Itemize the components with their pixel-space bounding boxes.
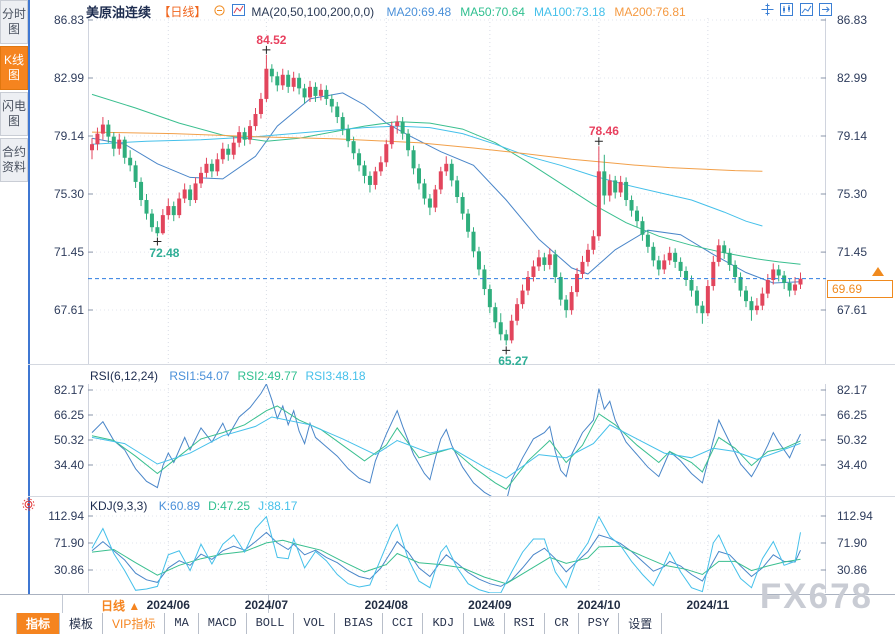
y-axis-label: 66.25: [53, 407, 84, 422]
kdj-value: K:60.89: [158, 499, 201, 513]
y-axis-label: 71.90: [837, 536, 868, 550]
y-axis-label: 71.45: [837, 245, 868, 260]
watermark: FX678: [759, 577, 873, 616]
ma-value: MA20:69.48: [386, 4, 452, 19]
y-axis-label: 82.99: [837, 70, 868, 85]
rsi-title: RSI(6,12,24): [90, 369, 159, 383]
y-axis-label: 34.40: [837, 457, 868, 472]
tab-VIP指标[interactable]: VIP指标: [103, 613, 166, 634]
y-axis-label: 82.17: [53, 382, 84, 397]
tab-模板[interactable]: 模板: [60, 613, 104, 634]
tab-LW&[interactable]: LW&: [464, 613, 505, 634]
price-up-arrow-icon: [872, 266, 884, 276]
rsi-value: RSI2:49.77: [237, 369, 298, 383]
period-label: 【日线】: [158, 5, 207, 19]
x-axis-date-label: 2024/08: [364, 598, 408, 612]
y-axis-label: 112.94: [48, 509, 84, 523]
ma-formula: MA(20,50,100,200,0,0): [251, 4, 375, 19]
y-axis-label: 82.17: [837, 382, 868, 397]
y-axis-label: 67.61: [53, 303, 84, 318]
y-axis-label: 79.14: [53, 129, 84, 144]
pane-separator: [28, 364, 895, 365]
y-axis-label: 71.45: [53, 245, 84, 260]
expand-window-icon[interactable]: [819, 3, 832, 19]
chart-header: 美原油连续 【日线】 MA(20,50,100,200,0,0) MA20:69…: [86, 2, 686, 20]
kline-window-icon[interactable]: [780, 3, 794, 19]
tab-设置[interactable]: 设置: [619, 613, 663, 634]
y-axis-label: 71.90: [53, 536, 84, 550]
trend-window-icon[interactable]: [799, 3, 813, 19]
y-axis-label: 75.30: [837, 186, 868, 201]
y-axis-label: 30.86: [53, 563, 84, 577]
rsi-values: RSI1:54.07 RSI2:49.77 RSI3:48.18: [161, 369, 365, 383]
y-axis-label: 30.86: [837, 563, 868, 577]
sidebar-item-合约资料[interactable]: 合约资料: [0, 138, 28, 182]
y-axis-label: 66.25: [837, 407, 868, 422]
kdj-values: K:60.89 D:47.25 J:88.17: [151, 499, 298, 513]
y-axis-label: 82.99: [53, 70, 84, 85]
rsi-indicator-chart[interactable]: [88, 384, 826, 496]
x-axis-date-label: 2024/07: [244, 598, 289, 612]
main-candlestick-chart[interactable]: [88, 18, 826, 364]
y-axis-label: 86.83: [837, 13, 868, 27]
x-axis-date-label: 2024/10: [577, 598, 621, 612]
tab-KDJ[interactable]: KDJ: [423, 613, 465, 634]
sidebar-item-kline-active[interactable]: K线图: [0, 46, 28, 90]
symbol-name: 美原油连续: [86, 5, 152, 20]
rsi-value: RSI3:48.18: [305, 369, 366, 383]
tab-PSY[interactable]: PSY: [579, 613, 620, 634]
sidebar-item-分时图[interactable]: 分时图: [0, 0, 28, 44]
collapse-circle-icon[interactable]: [214, 4, 225, 19]
kdj-title: KDJ(9,3,3): [90, 499, 148, 513]
kdj-indicator-chart[interactable]: [88, 497, 826, 593]
price-annotation: 72.48: [149, 245, 180, 260]
ma-values: MA20:69.48 MA50:70.64 MA100:73.18 MA200:76.…: [378, 4, 686, 19]
tab-BIAS[interactable]: BIAS: [335, 613, 383, 634]
x-axis-date-label: 2024/06: [146, 598, 190, 612]
y-axis-label: 34.40: [53, 457, 84, 472]
tab-VOL[interactable]: VOL: [294, 613, 336, 634]
x-axis-date-label: 2024/11: [686, 598, 730, 612]
timeframe-selector[interactable]: 日线 ▲: [101, 599, 141, 613]
current-price-tag: 69.69: [827, 279, 893, 298]
sidebar-item-闪电图[interactable]: 闪电图: [0, 92, 28, 136]
rsi-value: RSI1:54.07: [169, 369, 230, 383]
kdj-value: D:47.25: [208, 499, 251, 513]
tab-MA[interactable]: MA: [165, 613, 199, 634]
y-axis-label: 112.94: [837, 509, 873, 523]
tab-CCI[interactable]: CCI: [383, 613, 424, 634]
indicator-settings-icon[interactable]: [22, 498, 35, 514]
rsi-header: RSI(6,12,24) RSI1:54.07 RSI2:49.77 RSI3:48…: [90, 369, 366, 383]
mini-chart-icon: [232, 4, 246, 19]
tab-RSI[interactable]: RSI: [505, 613, 546, 634]
y-axis-label: 79.14: [837, 129, 868, 144]
price-annotation: 78.46: [588, 124, 619, 139]
ma-value: MA200:76.81: [614, 4, 686, 19]
timeframe-cell: 日线 ▲: [62, 595, 269, 613]
y-axis-label: 86.83: [53, 13, 84, 27]
y-axis-label: 67.61: [837, 303, 868, 318]
pane-separator: [28, 496, 895, 497]
tab-BOLL[interactable]: BOLL: [247, 613, 295, 634]
tab-CR[interactable]: CR: [545, 613, 579, 634]
crosshair-icon[interactable]: [761, 3, 774, 19]
tab-指标[interactable]: 指标: [16, 613, 61, 634]
chart-type-sidebar: 分时图 K线图 闪电图 合约资料: [0, 0, 28, 594]
tab-MACD[interactable]: MACD: [199, 613, 247, 634]
ma-value: MA100:73.18: [533, 4, 606, 19]
kdj-header: KDJ(9,3,3) K:60.89 D:47.25 J:88.17: [90, 499, 297, 513]
sidebar-divider: [28, 0, 30, 594]
price-annotation: 65.27: [498, 354, 529, 369]
ma-value: MA50:70.64: [460, 4, 525, 19]
indicator-tabbar: 指标 模板 VIP指标 MA MACD BOLL VOL BIAS CCI KDJ LW& RSI CR…: [0, 613, 895, 634]
kdj-value: J:88.17: [258, 499, 298, 513]
y-axis-label: 75.30: [53, 186, 84, 201]
chart-toolbar: [758, 3, 832, 19]
y-axis-label: 50.32: [53, 432, 84, 447]
x-axis-date-label: 2024/09: [468, 598, 512, 612]
y-axis-label: 50.32: [837, 432, 868, 447]
price-annotation: 84.52: [256, 32, 287, 47]
